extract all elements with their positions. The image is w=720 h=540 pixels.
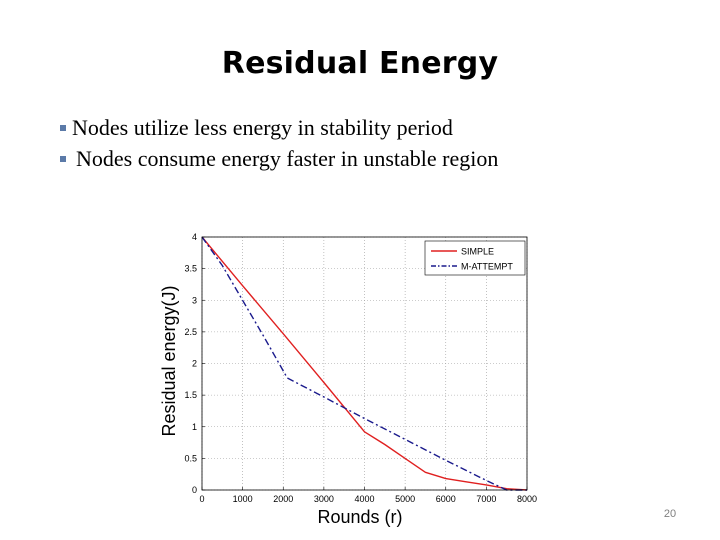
x-axis-label: Rounds (r) — [317, 507, 402, 527]
x-tick-label: 8000 — [517, 494, 537, 504]
square-bullet-icon — [60, 125, 66, 131]
slide-title: Residual Energy — [221, 46, 499, 81]
y-axis-label: Residual energy(J) — [159, 285, 179, 436]
legend-entry: SIMPLE — [461, 247, 494, 257]
series-line-m-attempt — [201, 236, 527, 491]
x-tick-label: 6000 — [436, 494, 456, 504]
x-tick-label: 7000 — [476, 494, 496, 504]
bullet-text: Nodes utilize less energy in stability p… — [72, 115, 453, 140]
chart-svg: 0 1000 2000 3000 4000 5000 6000 7000 8000 0 0.5 1 1.… — [159, 232, 537, 527]
y-tick-label: 0 — [192, 485, 197, 495]
series-line-simple — [201, 236, 528, 491]
residual-energy-chart: 0 1000 2000 3000 4000 5000 6000 7000 8000 0 0.5 1 1.… — [150, 222, 550, 532]
y-tick-label: 0.5 — [184, 453, 197, 463]
x-tick-label: 1000 — [233, 494, 253, 504]
x-tick-label: 2000 — [273, 494, 293, 504]
x-tick-label: 3000 — [314, 494, 334, 504]
x-tick-label: 5000 — [395, 494, 415, 504]
y-tick-label: 2.5 — [184, 327, 197, 337]
page-number: 20 — [663, 508, 677, 520]
bullet-text: Nodes consume energy faster in unstable … — [76, 146, 499, 171]
y-tick-label: 2 — [192, 359, 197, 369]
y-tick-label: 3.5 — [184, 264, 197, 274]
x-tick-label: 4000 — [354, 494, 374, 504]
x-tick-label: 0 — [199, 494, 204, 504]
square-bullet-icon — [60, 156, 66, 162]
legend-entry: M-ATTEMPT — [461, 262, 513, 272]
y-tick-label: 1 — [192, 422, 197, 432]
legend-box — [424, 240, 526, 276]
y-tick-label: 1.5 — [184, 390, 197, 400]
y-tick-label: 4 — [192, 232, 197, 242]
y-tick-label: 3 — [192, 295, 197, 305]
